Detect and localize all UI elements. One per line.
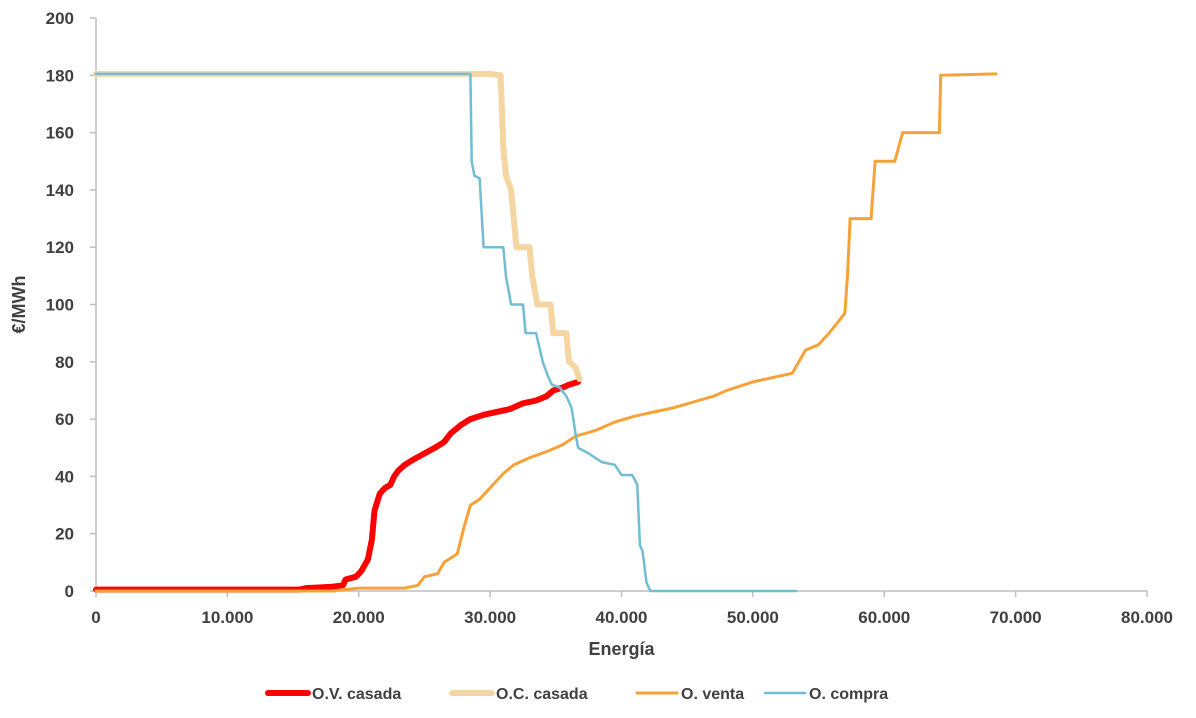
y-tick-label: 60: [55, 410, 74, 429]
x-tick-label: 50.000: [727, 608, 779, 627]
legend-label-o-compra: O. compra: [809, 686, 888, 703]
x-tick-label: 70.000: [990, 608, 1042, 627]
x-tick-label: 60.000: [858, 608, 910, 627]
series-lines: [93, 70, 998, 593]
x-tick-label: 30.000: [464, 608, 516, 627]
y-axis-title: €/MWh: [9, 276, 29, 334]
series-line-o-c-casada: [93, 70, 583, 382]
series-line-o-v-casada: [93, 378, 582, 593]
legend-label-o-c-casada: O.C. casada: [496, 686, 588, 703]
x-tick-label: 80.000: [1121, 608, 1173, 627]
y-tick-label: 180: [46, 66, 74, 85]
x-axis-title: Energía: [588, 639, 655, 659]
x-tick-label: 40.000: [596, 608, 648, 627]
x-tick-label: 10.000: [201, 608, 253, 627]
x-tick-label: 20.000: [333, 608, 385, 627]
y-axis-ticks: 0 20 40 60 80 100 120 140 160 180 200: [46, 9, 96, 601]
x-axis-ticks: 0 10.000 20.000 30.000 40.000 50.000 60.000 70.…: [91, 591, 1173, 627]
y-tick-label: 80: [55, 353, 74, 372]
legend-label-o-v-casada: O.V. casada: [312, 686, 401, 703]
x-tick-label: 0: [91, 608, 100, 627]
y-tick-label: 140: [46, 181, 74, 200]
series-line-o-compra: [94, 72, 798, 593]
series-line-o-venta: [94, 72, 998, 593]
legend-label-o-venta: O. venta: [681, 686, 744, 703]
y-tick-label: 160: [46, 124, 74, 143]
y-tick-label: 100: [46, 296, 74, 315]
y-tick-label: 200: [46, 9, 74, 28]
y-tick-label: 20: [55, 525, 74, 544]
y-tick-label: 120: [46, 238, 74, 257]
legend: O.V. casada O.C. casada O. venta O. compra: [265, 686, 888, 703]
y-tick-label: 0: [65, 582, 74, 601]
y-tick-label: 40: [55, 467, 74, 486]
